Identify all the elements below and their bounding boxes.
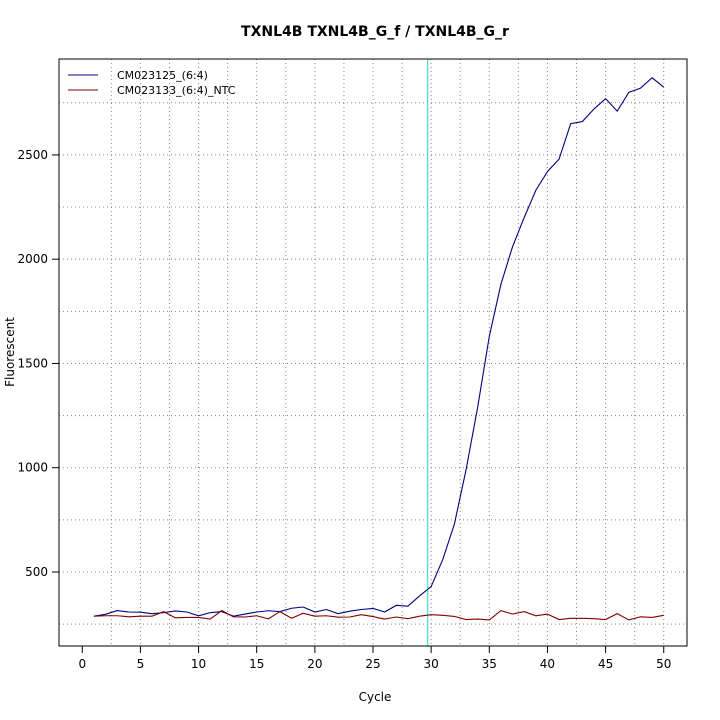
y-tick-label: 1500 <box>17 356 48 370</box>
x-tick-label: 10 <box>191 657 206 671</box>
legend-label-1: CM023125_(6:4) <box>117 69 208 82</box>
x-tick-label: 0 <box>78 657 86 671</box>
legend: CM023125_(6:4) CM023133_(6:4)_NTC <box>68 69 236 97</box>
x-tick-label: 15 <box>249 657 264 671</box>
x-tick-label: 40 <box>540 657 555 671</box>
x-tick-label: 20 <box>307 657 322 671</box>
y-tick-label: 2500 <box>17 148 48 162</box>
y-tick-label: 500 <box>25 565 48 579</box>
x-axis: 0 5 10 15 20 25 30 35 40 45 50 <box>78 646 671 671</box>
x-tick-label: 35 <box>482 657 497 671</box>
x-tick-label: 45 <box>598 657 613 671</box>
y-tick-label: 1000 <box>17 461 48 475</box>
x-tick-label: 30 <box>424 657 439 671</box>
y-axis-label: Fluorescent <box>3 317 17 387</box>
y-tick-label: 2000 <box>17 252 48 266</box>
series-line-2 <box>93 609 664 621</box>
series-layer <box>93 77 665 621</box>
chart-title: TXNL4B TXNL4B_G_f / TXNL4B_G_r <box>241 24 509 40</box>
x-axis-label: Cycle <box>359 690 392 704</box>
grid <box>59 59 687 646</box>
y-axis: 500 1000 1500 2000 2500 <box>17 148 59 579</box>
legend-label-2: CM023133_(6:4)_NTC <box>117 84 236 97</box>
x-tick-label: 25 <box>365 657 380 671</box>
x-tick-label: 5 <box>137 657 145 671</box>
series-line-1 <box>93 77 665 617</box>
x-tick-label: 50 <box>656 657 671 671</box>
